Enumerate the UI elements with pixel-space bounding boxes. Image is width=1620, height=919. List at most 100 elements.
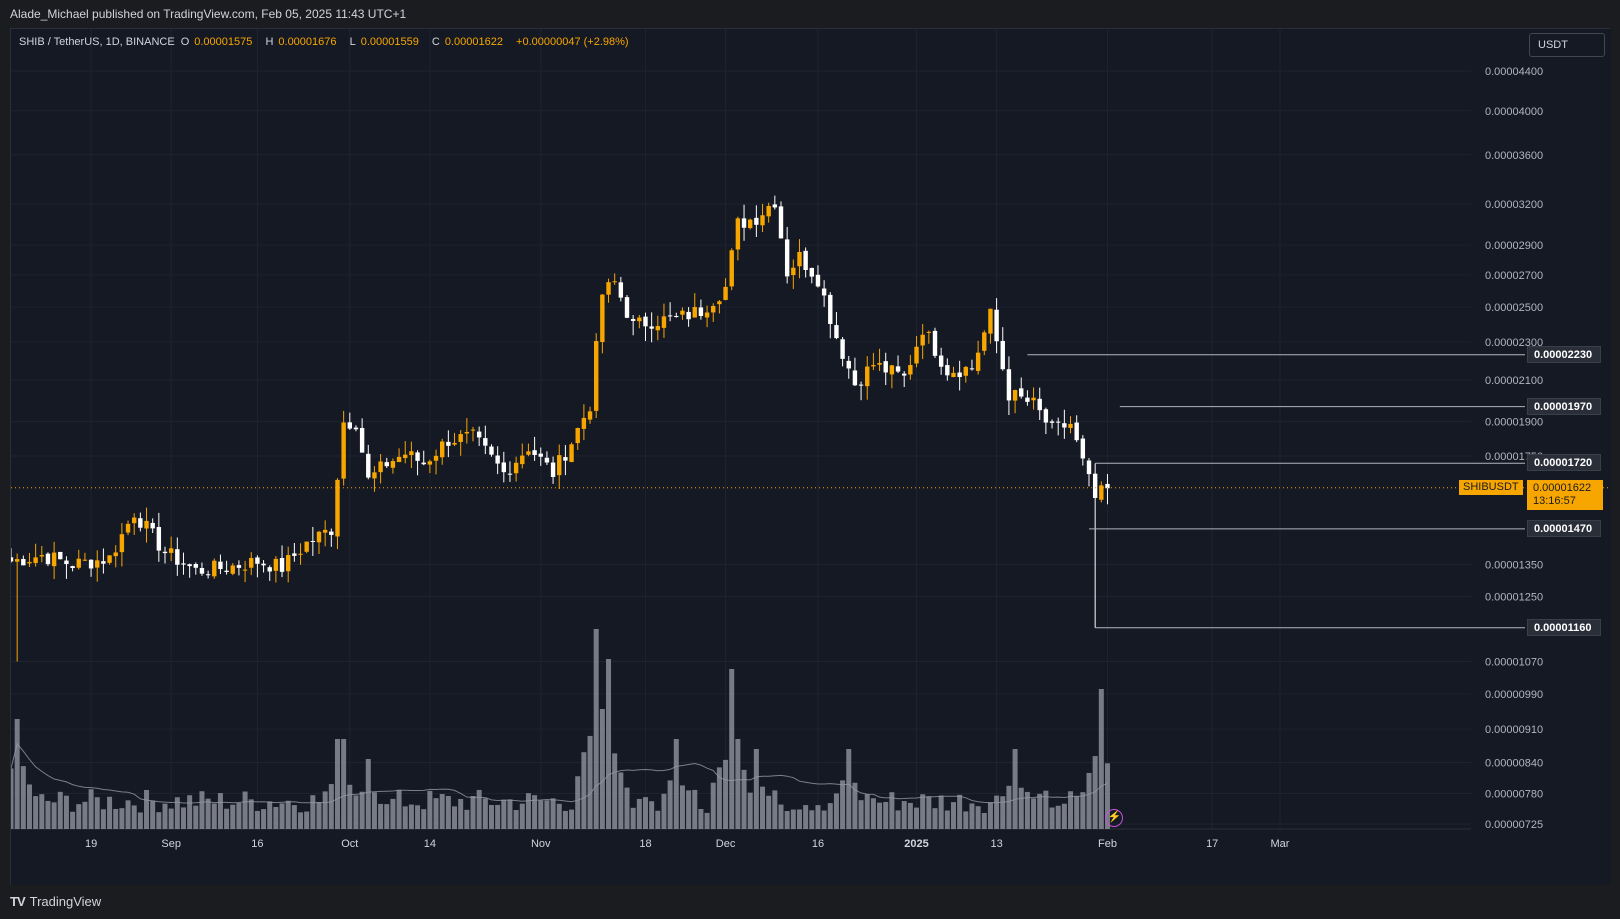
volume-bar	[45, 800, 51, 829]
volume-bar	[488, 804, 494, 829]
volume-bar	[969, 803, 975, 829]
candle-body	[1043, 409, 1049, 423]
volume-bar	[421, 809, 427, 829]
volume-bar	[790, 809, 796, 829]
tv-logo-icon: TV	[10, 894, 26, 909]
volume-bar	[784, 811, 790, 829]
x-tick-label: 19	[85, 838, 97, 850]
candle-body	[649, 326, 654, 329]
candle-body	[150, 522, 155, 529]
chart-panel[interactable]: SHIB / TetherUS, 1D, BINANCE O 0.00001575…	[10, 28, 1611, 886]
volume-bar	[994, 795, 1000, 829]
volume-bar	[353, 795, 359, 829]
candle-body	[292, 553, 297, 556]
x-tick-label: 16	[251, 838, 263, 850]
candle-body	[581, 417, 587, 429]
volume-bar	[174, 797, 180, 829]
x-tick-label: 18	[639, 838, 651, 850]
level-price-label[interactable]: 0.00001970	[1527, 397, 1601, 415]
volume-bar	[821, 810, 827, 829]
candle-body	[353, 427, 359, 430]
volume-bar	[261, 809, 267, 829]
candle-body	[513, 462, 519, 474]
volume-bar	[464, 809, 470, 829]
volume-bar	[1068, 791, 1074, 829]
volume-bar	[803, 805, 809, 829]
volume-bar	[291, 805, 297, 829]
volume-bar	[156, 812, 162, 829]
level-price-label[interactable]: 0.00002230	[1527, 345, 1601, 363]
level-price-label[interactable]: 0.00001720	[1527, 454, 1601, 472]
level-price-label[interactable]: 0.00001470	[1527, 519, 1601, 537]
candle-body	[569, 444, 574, 462]
candle-body	[21, 558, 26, 566]
candle-body	[51, 552, 57, 567]
volume-bar	[144, 789, 150, 829]
candle-body	[846, 360, 851, 369]
candle-body	[1062, 423, 1067, 428]
volume-bar	[100, 809, 106, 829]
change-value: +0.00000047 (+2.98%)	[516, 36, 629, 48]
volume-bar	[51, 802, 57, 829]
candle-body	[286, 555, 291, 572]
candle-body	[255, 557, 260, 564]
volume-bar	[427, 790, 433, 829]
volume-bar	[76, 804, 82, 829]
volume-bar	[686, 790, 692, 829]
candle-body	[748, 219, 753, 229]
legend-symbol[interactable]: SHIB / TetherUS, 1D, BINANCE	[19, 36, 175, 48]
volume-bar	[371, 792, 377, 829]
candle-body	[938, 355, 944, 367]
candle-body	[390, 461, 396, 468]
candle-body	[655, 326, 660, 331]
volume-bar	[507, 799, 513, 829]
y-tick-label: 0.00001070	[1485, 656, 1543, 668]
candle-body	[520, 455, 525, 465]
volume-bar	[180, 807, 186, 829]
x-tick-label: Sep	[161, 838, 181, 850]
candle-body	[1056, 421, 1061, 423]
volume-bar	[858, 800, 864, 829]
candle-body	[815, 274, 821, 287]
candle-body	[224, 570, 229, 572]
currency-selector[interactable]: USDT	[1529, 33, 1605, 57]
candle-body	[452, 442, 457, 445]
candle-body	[64, 560, 69, 565]
candle-body	[88, 559, 94, 569]
level-price-label[interactable]: 0.00001160	[1527, 618, 1601, 636]
candle-body	[440, 441, 445, 458]
volume-bar	[310, 795, 316, 829]
candle-body	[181, 563, 186, 565]
volume-bar	[661, 793, 667, 829]
volume-bar	[1000, 796, 1006, 829]
candle-body	[304, 541, 309, 552]
candle-body	[865, 366, 870, 387]
tradingview-logo[interactable]: TV TradingView	[10, 894, 101, 909]
brand-name: TradingView	[29, 894, 102, 909]
candle-body	[1037, 398, 1042, 411]
candle-body	[113, 552, 118, 557]
low-value: 0.00001559	[360, 36, 419, 48]
price-chart[interactable]: 0.00004400 0.00004000 0.00003600 0.00003200…	[11, 29, 1611, 886]
volume-bar	[1074, 796, 1080, 829]
candle-body	[218, 561, 223, 570]
candle-body	[483, 438, 488, 446]
close-label: C	[431, 36, 440, 48]
candle-body	[735, 218, 741, 250]
volume-bar	[433, 798, 439, 829]
x-tick-label: 14	[424, 838, 436, 850]
volume-bar	[224, 808, 230, 829]
volume-bar	[415, 805, 421, 829]
candle-body	[945, 365, 950, 376]
volume-bar	[33, 796, 39, 829]
y-tick-label: 0.00002100	[1485, 375, 1543, 387]
volume-bar	[907, 802, 913, 829]
volume-bar	[735, 739, 741, 829]
candle-body	[630, 318, 636, 321]
y-tick-label: 0.00000780	[1485, 788, 1543, 800]
candle-body	[76, 558, 81, 568]
lightning-icon[interactable]: ⚡	[1105, 809, 1124, 827]
volume-bar	[698, 808, 704, 829]
volume-bar	[877, 802, 883, 829]
volume-bar	[242, 791, 248, 829]
